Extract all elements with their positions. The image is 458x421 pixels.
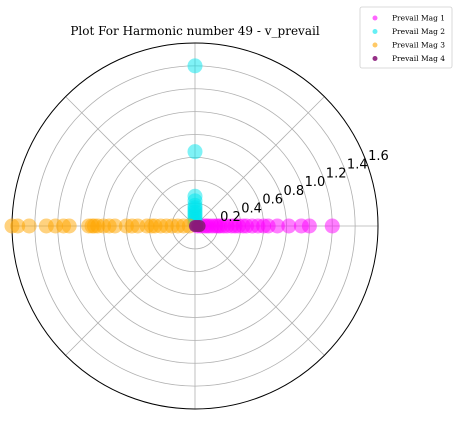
point-series-1-24: [324, 218, 340, 234]
r-tick-label: 1.6: [368, 149, 389, 164]
legend-label-4: Prevail Mag 4: [392, 54, 445, 63]
point-series-1-23: [301, 218, 317, 234]
radial-tick-labels: 0.20.40.60.81.01.21.41.6: [220, 149, 389, 225]
point-series-3-18: [81, 218, 97, 234]
grid-spoke-135: [65, 96, 196, 227]
legend-label-2: Prevail Mag 2: [392, 27, 445, 36]
point-series-2-10: [187, 188, 203, 204]
r-tick-label: 0.4: [241, 201, 262, 216]
legend-marker-4: [372, 56, 378, 61]
point-series-2-12: [187, 58, 203, 74]
grid-spoke-45: [194, 96, 325, 227]
legend-label-1: Prevail Mag 1: [392, 14, 445, 23]
point-series-3-23: [21, 218, 37, 234]
point-series-3-25: [4, 218, 20, 234]
r-tick-label: 1.2: [326, 166, 347, 181]
chart-title: Plot For Harmonic number 49 - v_prevail: [70, 24, 319, 38]
r-tick-label: 0.2: [220, 210, 241, 225]
point-series-2-11: [187, 144, 203, 160]
point-series-1-20: [269, 218, 285, 234]
legend-marker-1: [372, 15, 378, 21]
legend: Prevail Mag 1 Prevail Mag 2 Prevail Mag 3 P…: [359, 6, 453, 69]
data-points: [4, 58, 340, 234]
point-series-1-21: [281, 218, 297, 234]
r-tick-label: 1.4: [347, 158, 368, 173]
legend-label-3: Prevail Mag 3: [392, 41, 445, 50]
point-series-4-2: [193, 220, 206, 232]
point-series-3-22: [38, 218, 54, 234]
point-series-3-11: [118, 218, 134, 234]
r-tick-label: 0.6: [262, 193, 283, 208]
legend-marker-3: [372, 42, 378, 48]
legend-marker-2: [372, 29, 378, 34]
r-tick-label: 1.0: [305, 175, 326, 190]
legend-box: [359, 6, 453, 69]
grid-spoke-315: [194, 225, 325, 356]
r-tick-label: 0.8: [284, 184, 305, 199]
grid-spoke-225: [65, 225, 196, 356]
